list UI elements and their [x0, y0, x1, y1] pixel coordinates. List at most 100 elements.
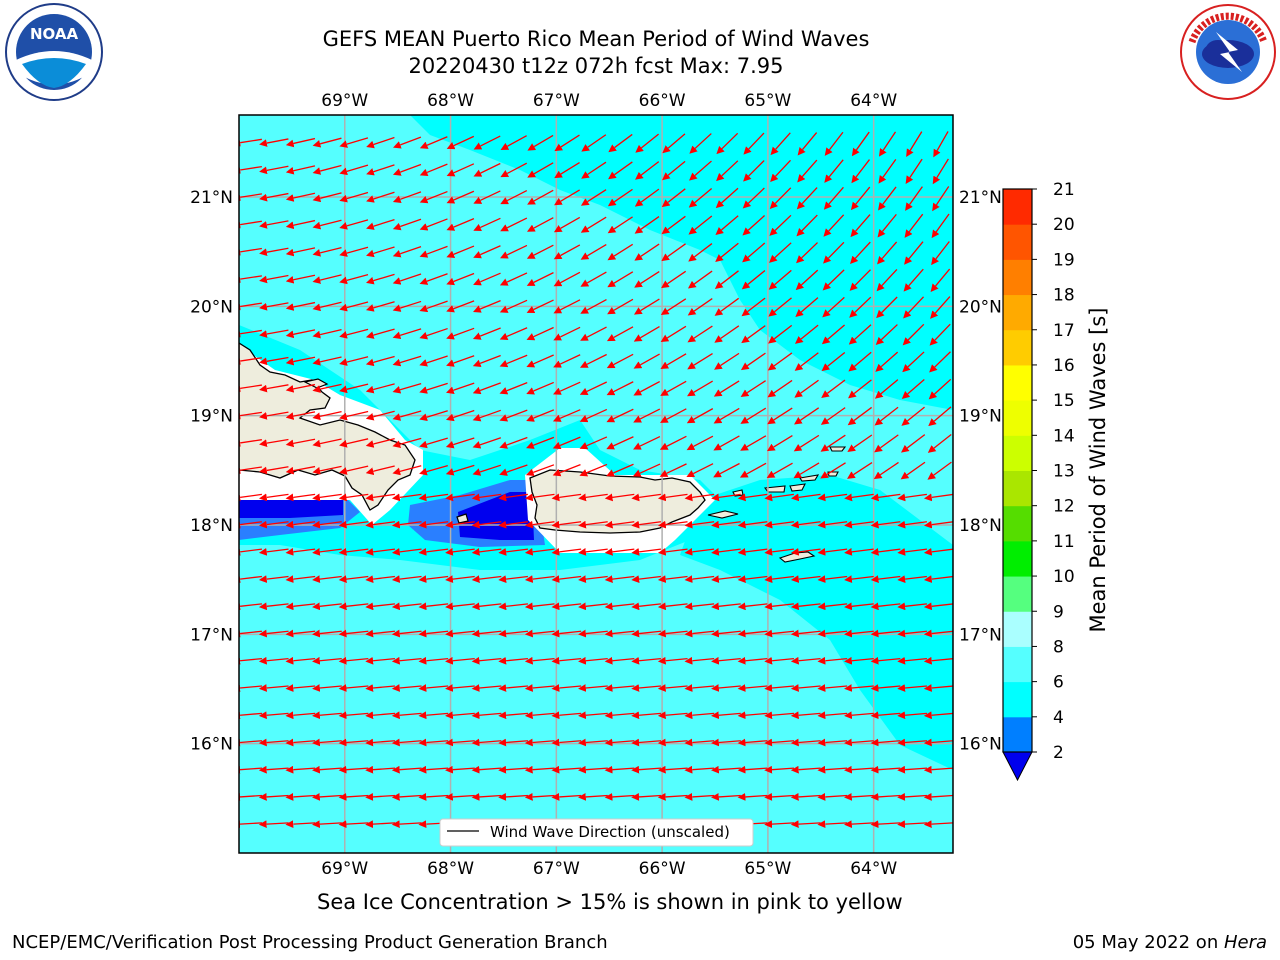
wind-arrow — [471, 493, 502, 502]
colorbar-tick-label: 12 — [1053, 497, 1075, 517]
wind-arrow — [553, 244, 581, 260]
colorbar-segment — [1003, 576, 1032, 612]
map-area — [239, 115, 953, 853]
wind-arrow — [445, 711, 475, 720]
wind-arrow — [634, 216, 660, 234]
wind-arrow — [418, 547, 449, 556]
wind-arrow — [339, 191, 369, 203]
wind-arrow — [285, 493, 316, 502]
ocean-fill-lt-2 — [239, 492, 534, 540]
wind-arrow — [657, 547, 688, 556]
lon-tick-label: 69°W — [321, 91, 368, 111]
wind-arrow — [418, 765, 449, 774]
lat-tick-label: 18°N — [959, 516, 1002, 536]
wind-arrow — [689, 133, 712, 154]
wind-arrow — [607, 271, 634, 288]
lat-tick-label: 17°N — [959, 625, 1002, 645]
wind-arrow — [551, 711, 582, 720]
wind-arrow — [551, 602, 582, 611]
wind-arrow — [239, 302, 262, 311]
noaa-logo: NOAA — [5, 3, 103, 101]
wind-arrow — [660, 353, 687, 369]
wind-arrow — [817, 711, 848, 720]
wind-arrow — [817, 684, 848, 692]
colorbar-segment — [1003, 611, 1032, 647]
wind-arrow — [418, 602, 449, 611]
colorbar-segment — [1003, 294, 1032, 331]
colorbar-tick-label: 10 — [1053, 567, 1075, 587]
wind-arrow — [897, 765, 928, 774]
wind-arrow — [391, 711, 422, 720]
colorbar: 2 4 6 8 9 10 11 12 13 14 15 16 17 18 19 20 21 — [1002, 180, 1075, 782]
wind-arrow — [713, 462, 740, 478]
wind-arrow — [472, 327, 501, 340]
wind-arrow — [239, 357, 262, 365]
wind-arrow — [471, 602, 502, 611]
wind-arrow — [897, 493, 927, 502]
wind-arrow — [790, 520, 821, 529]
lon-tick-label: 69°W — [321, 859, 368, 879]
wind-arrow — [790, 793, 821, 801]
wind-arrow — [897, 547, 927, 556]
wind-arrow — [897, 629, 928, 638]
wind-arrow — [391, 602, 422, 611]
wind-arrow — [312, 192, 342, 203]
wind-arrow — [551, 793, 582, 801]
wind-arrow — [526, 436, 555, 449]
wind-arrow — [607, 298, 634, 315]
wind-arrow — [338, 547, 369, 556]
wind-arrow — [524, 765, 555, 774]
wind-arrow — [258, 493, 289, 502]
wind-arrow — [524, 493, 555, 502]
lat-tick-label: 19°N — [959, 407, 1002, 427]
wind-arrow — [687, 380, 713, 397]
wind-arrow — [285, 575, 316, 583]
lon-tick-label: 68°W — [427, 91, 474, 111]
lon-tick-label: 65°W — [744, 91, 791, 111]
wind-arrow — [877, 186, 897, 211]
wind-arrow — [392, 355, 422, 367]
wind-arrow — [633, 380, 661, 396]
map-frame — [238, 114, 954, 854]
wind-arrow — [312, 547, 342, 556]
wind-arrow — [932, 158, 949, 185]
wind-arrow — [657, 520, 688, 529]
wind-arrow — [472, 382, 501, 395]
wind-arrow — [687, 325, 713, 343]
wind-arrow — [923, 765, 953, 774]
wind-arrow — [500, 135, 527, 151]
wind-arrow — [929, 351, 951, 373]
wind-arrow — [339, 328, 369, 339]
wind-arrow — [604, 793, 635, 801]
wind-arrow — [817, 629, 848, 638]
wind-arrow — [604, 547, 635, 556]
wind-arrow — [769, 214, 792, 236]
wind-arrow — [365, 301, 395, 312]
wind-arrow — [927, 433, 952, 453]
wind-arrow — [686, 435, 714, 451]
wind-arrow — [391, 738, 422, 747]
wind-arrow — [392, 191, 422, 203]
wind-arrow — [849, 296, 872, 318]
wind-arrow — [604, 711, 635, 720]
wind-arrow — [870, 820, 901, 829]
wind-arrow — [822, 296, 845, 318]
wind-arrow — [661, 188, 686, 208]
wind-arrow — [906, 131, 923, 157]
wind-arrow — [684, 547, 715, 556]
wind-arrow — [498, 684, 529, 692]
wind-arrow — [684, 602, 715, 611]
wind-arrow — [608, 133, 633, 153]
wind-arrow — [688, 215, 713, 235]
lat-tick-label: 19°N — [190, 407, 233, 427]
wind-arrow — [715, 187, 739, 209]
footer-date-text: 05 May 2022 on — [1072, 932, 1224, 953]
wind-arrow — [790, 493, 821, 502]
wind-arrow — [392, 328, 422, 340]
colorbar-segment — [1003, 259, 1032, 296]
wind-arrow — [770, 159, 791, 183]
wind-arrow — [657, 738, 688, 747]
wind-arrow — [445, 575, 475, 583]
wind-arrow — [844, 629, 874, 638]
lat-tick-label: 21°N — [190, 188, 233, 208]
